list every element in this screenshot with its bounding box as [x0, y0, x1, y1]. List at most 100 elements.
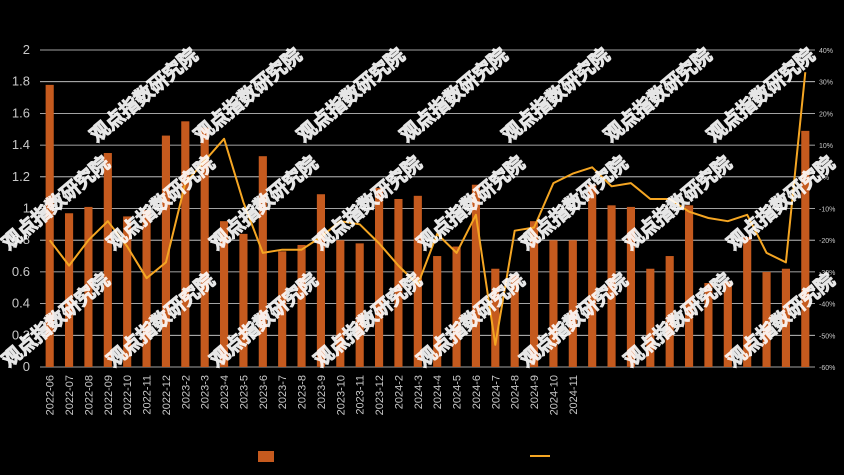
line-series: [48, 72, 807, 346]
bar: [607, 205, 616, 367]
x-tick-label: 2023-6: [258, 375, 270, 409]
bar: [684, 205, 694, 367]
x-tick-label: 2024-9: [529, 375, 541, 409]
x-axis: 2022-06 2022-07 2022-08 2022-09 2022-10 2022-…: [45, 375, 580, 415]
bar: [316, 194, 326, 367]
y-tick-label: 0.4: [12, 296, 30, 311]
bar: [529, 221, 539, 367]
y2-tick-label: 0%: [819, 175, 829, 182]
y2-tick-label: -60%: [819, 365, 835, 372]
x-tick-label: 2024-10: [548, 375, 560, 415]
x-tick-label: 2023-11: [355, 375, 367, 415]
x-tick-label: 2023-3: [200, 375, 212, 409]
bar: [258, 156, 267, 367]
y-tick-label: 1.2: [12, 169, 30, 184]
x-tick-label: 2023-9: [316, 375, 328, 409]
watermark-text: 观点指数研究院: [599, 43, 716, 146]
watermark-text: 观点指数研究院: [619, 151, 736, 254]
watermark-text: 观点指数研究院: [412, 151, 529, 254]
watermark-text: 观点指数研究院: [0, 268, 114, 371]
watermark-text: 观点指数研究院: [189, 43, 306, 146]
x-tick-label: 2022-12: [161, 375, 173, 415]
bar: [568, 240, 577, 367]
bar: [103, 153, 112, 367]
y2-tick-label: 10%: [819, 143, 833, 150]
bar: [704, 282, 713, 367]
bar: [665, 256, 674, 367]
x-tick-label: 2022-07: [64, 375, 76, 415]
y2-tick-label: -20%: [819, 238, 835, 245]
x-tick-label: 2023-5: [238, 375, 250, 409]
y-tick-label: 0: [23, 359, 30, 374]
bar: [646, 268, 655, 367]
watermark-text: 观点指数研究院: [0, 151, 114, 254]
bar: [781, 268, 791, 367]
x-tick-label: 2024-3: [413, 375, 425, 409]
x-tick-label: 2024-6: [471, 375, 483, 409]
x-tick-label: 2023-8: [297, 375, 309, 409]
bar: [161, 135, 171, 367]
watermark-text: 观点指数研究院: [722, 268, 839, 371]
bar: [336, 240, 345, 367]
y2-tick-label: 20%: [819, 111, 833, 118]
y-tick-label: 0.6: [12, 264, 30, 279]
y-tick-label: 1.6: [12, 105, 30, 120]
bar: [142, 210, 151, 367]
legend-bar-swatch: [258, 451, 274, 462]
y-tick-label: 1.8: [12, 74, 30, 89]
y-tick-label: 2: [23, 42, 30, 57]
bar: [239, 233, 248, 367]
bar: [84, 206, 93, 367]
bar: [278, 251, 287, 367]
y-tick-label: 1.4: [12, 137, 30, 152]
watermark-text: 观点指数研究院: [309, 151, 426, 254]
x-tick-label: 2023-7: [277, 375, 289, 409]
y2-tick-label: 30%: [819, 80, 833, 87]
y2-tick-label: -40%: [819, 302, 835, 309]
bar: [452, 246, 461, 367]
series-line: [48, 72, 807, 346]
x-tick-label: 2022-11: [142, 375, 154, 415]
y2-tick-label: -30%: [819, 270, 835, 277]
right-y-axis: -60% -50% -40% -30% -20% -10% 0% 10% 20% 30% 40%: [819, 48, 835, 372]
bar: [181, 121, 190, 367]
bar: [64, 213, 74, 367]
bar: [723, 281, 732, 367]
bar: [491, 268, 500, 367]
bar: [549, 240, 558, 367]
bar: [433, 256, 442, 367]
y2-tick-label: -50%: [819, 333, 835, 340]
x-tick-label: 2022-06: [45, 375, 57, 415]
bar: [471, 184, 481, 367]
x-tick-label: 2024-4: [432, 375, 444, 409]
y-tick-label: 1: [23, 201, 30, 216]
bar: [394, 198, 403, 367]
bar: [123, 216, 132, 367]
watermark-text: 观点指数研究院: [497, 43, 614, 146]
x-tick-label: 2023-10: [335, 375, 347, 415]
watermark-text: 观点指数研究院: [309, 268, 426, 371]
bar: [510, 275, 519, 367]
bar: [626, 206, 636, 367]
x-tick-label: 2023-4: [219, 375, 231, 409]
x-tick-label: 2023-12: [374, 375, 386, 415]
y2-tick-label: 40%: [819, 48, 833, 55]
x-tick-label: 2024-2: [393, 375, 405, 409]
x-tick-label: 2022-09: [103, 375, 115, 415]
x-tick-label: 2024-8: [510, 375, 522, 409]
watermark-text: 观点指数研究院: [619, 268, 736, 371]
x-tick-label: 2022-10: [122, 375, 134, 415]
legend: [258, 451, 550, 462]
watermark-text: 观点指数研究院: [395, 43, 512, 146]
bar: [219, 221, 229, 367]
x-tick-label: 2024-11: [568, 375, 580, 415]
bar: [45, 84, 54, 368]
bar: [355, 243, 364, 367]
bar-series: [45, 84, 810, 368]
x-tick-label: 2023-2: [180, 375, 192, 409]
x-tick-label: 2024-7: [490, 375, 502, 409]
y2-tick-label: -10%: [819, 207, 835, 214]
watermark-text: 观点指数研究院: [292, 43, 409, 146]
bar: [297, 244, 306, 367]
